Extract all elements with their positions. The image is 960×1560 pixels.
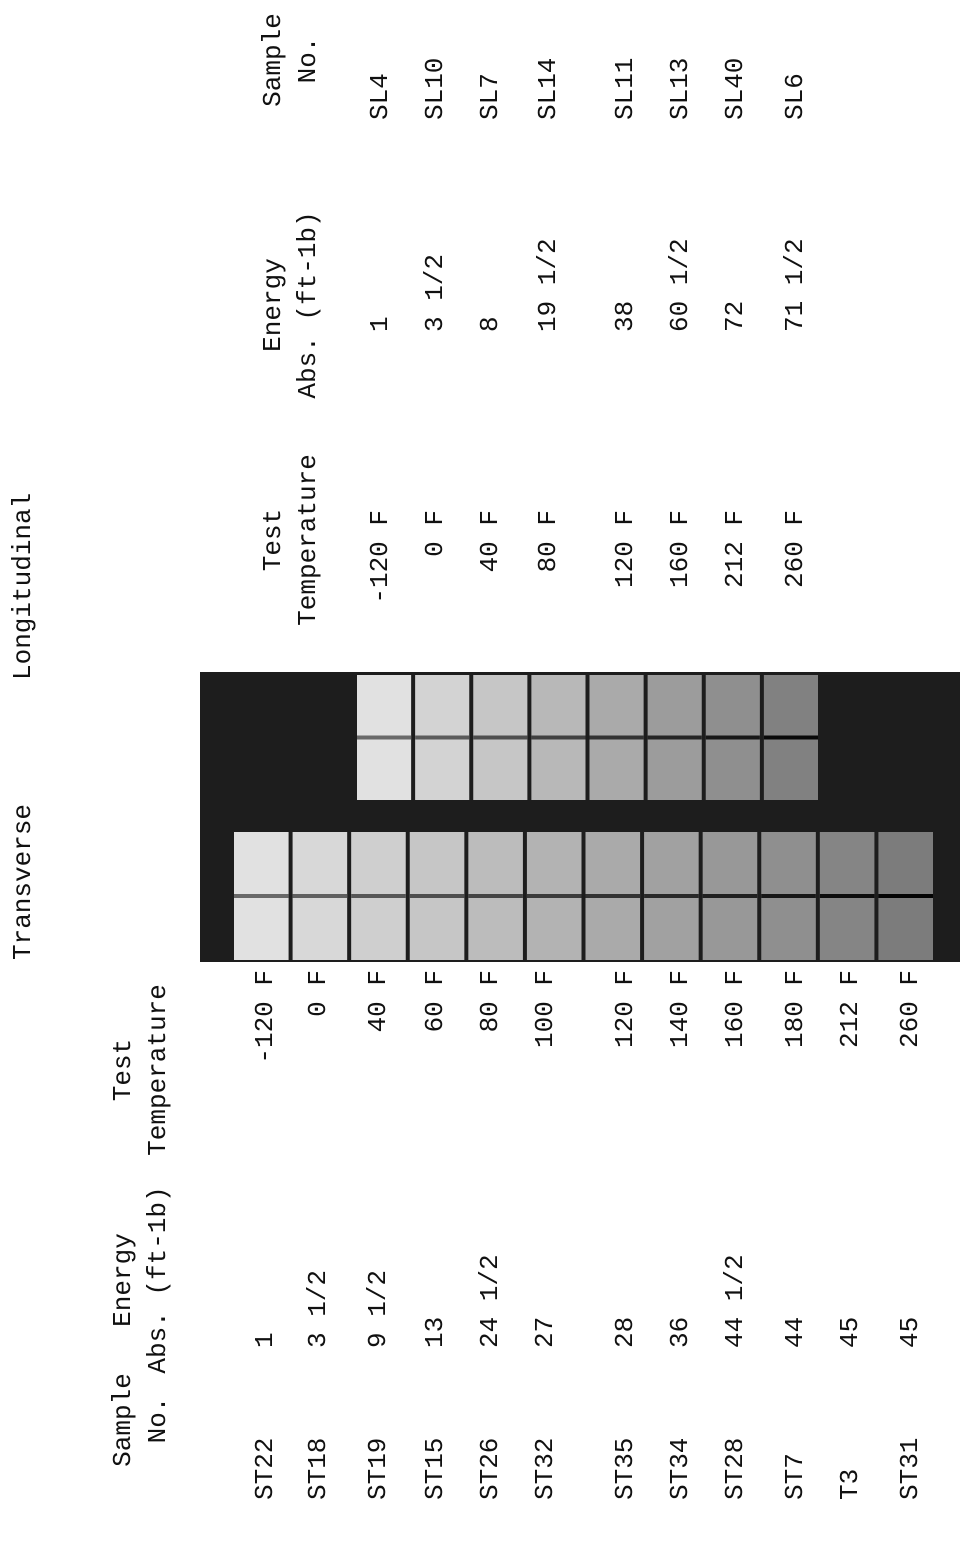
column-header: Energy [108,1180,138,1380]
temperature-value: 212 F [720,510,750,710]
sample-no: SL11 [610,58,640,120]
sample-no: ST35 [610,1438,640,1500]
energy-value: 9 1/2 [363,1270,393,1348]
column-header: Temperature [143,970,173,1170]
temperature-value: 140 F [665,970,695,1170]
sample-no: SL40 [720,58,750,120]
temperature-value: 120 F [610,510,640,710]
energy-value: 72 [720,301,750,332]
sample-no: ST28 [720,1438,750,1500]
sample-no: ST34 [665,1438,695,1500]
sample-no: ST18 [303,1438,333,1500]
sample-no: SL7 [475,73,505,120]
document-page: Transverse Longitudinal SampleNo.EnergyA… [0,0,960,1560]
column-header: Test [258,440,288,640]
sample-no: SL6 [780,73,810,120]
sample-no: ST32 [530,1438,560,1500]
temperature-value: 0 F [303,970,333,1170]
sample-no: ST31 [895,1438,925,1500]
energy-value: 19 1/2 [533,238,563,332]
temperature-value: 60 F [420,970,450,1170]
energy-value: 3 1/2 [303,1270,333,1348]
energy-value: 24 1/2 [475,1254,505,1348]
sample-no: ST26 [475,1438,505,1500]
temperature-value: 260 F [780,510,810,710]
sample-no: SL4 [365,73,395,120]
energy-value: 71 1/2 [780,238,810,332]
energy-value: 28 [610,1317,640,1348]
temperature-value: 120 F [610,970,640,1170]
energy-value: 44 [780,1317,810,1348]
column-header: Energy [258,205,288,405]
energy-value: 13 [420,1317,450,1348]
energy-value: 45 [835,1317,865,1348]
sample-no: T3 [835,1469,865,1500]
column-header: Temperature [293,440,323,640]
column-header: Abs. (ft-1b) [293,205,323,405]
energy-value: 1 [365,316,395,332]
temperature-value: 80 F [533,510,563,710]
energy-value: 3 1/2 [420,254,450,332]
temperature-value: 212 F [835,970,865,1170]
sample-no: ST22 [250,1438,280,1500]
energy-value: 1 [250,1332,280,1348]
sample-no: ST19 [363,1438,393,1500]
temperature-value: -120 F [250,970,280,1170]
column-header: Sample [258,0,288,160]
sample-no: ST15 [420,1438,450,1500]
sample-no: ST7 [780,1453,810,1500]
energy-value: 27 [530,1317,560,1348]
energy-value: 8 [475,316,505,332]
temperature-value: 40 F [363,970,393,1170]
temperature-value: 160 F [665,510,695,710]
energy-value: 38 [610,301,640,332]
sample-no: SL13 [665,58,695,120]
column-header: Test [108,970,138,1170]
temperature-value: 260 F [895,970,925,1170]
temperature-value: 40 F [475,510,505,710]
temperature-value: -120 F [365,510,395,710]
energy-value: 36 [665,1317,695,1348]
temperature-value: 80 F [475,970,505,1170]
temperature-value: 180 F [780,970,810,1170]
temperature-value: 100 F [530,970,560,1170]
energy-value: 45 [895,1317,925,1348]
energy-value: 60 1/2 [665,238,695,332]
sample-no: SL14 [533,58,563,120]
temperature-value: 0 F [420,510,450,710]
column-header: No. [293,0,323,160]
temperature-value: 160 F [720,970,750,1170]
sample-no: SL10 [420,58,450,120]
column-header: Abs. (ft-1b) [143,1180,173,1380]
energy-value: 44 1/2 [720,1254,750,1348]
